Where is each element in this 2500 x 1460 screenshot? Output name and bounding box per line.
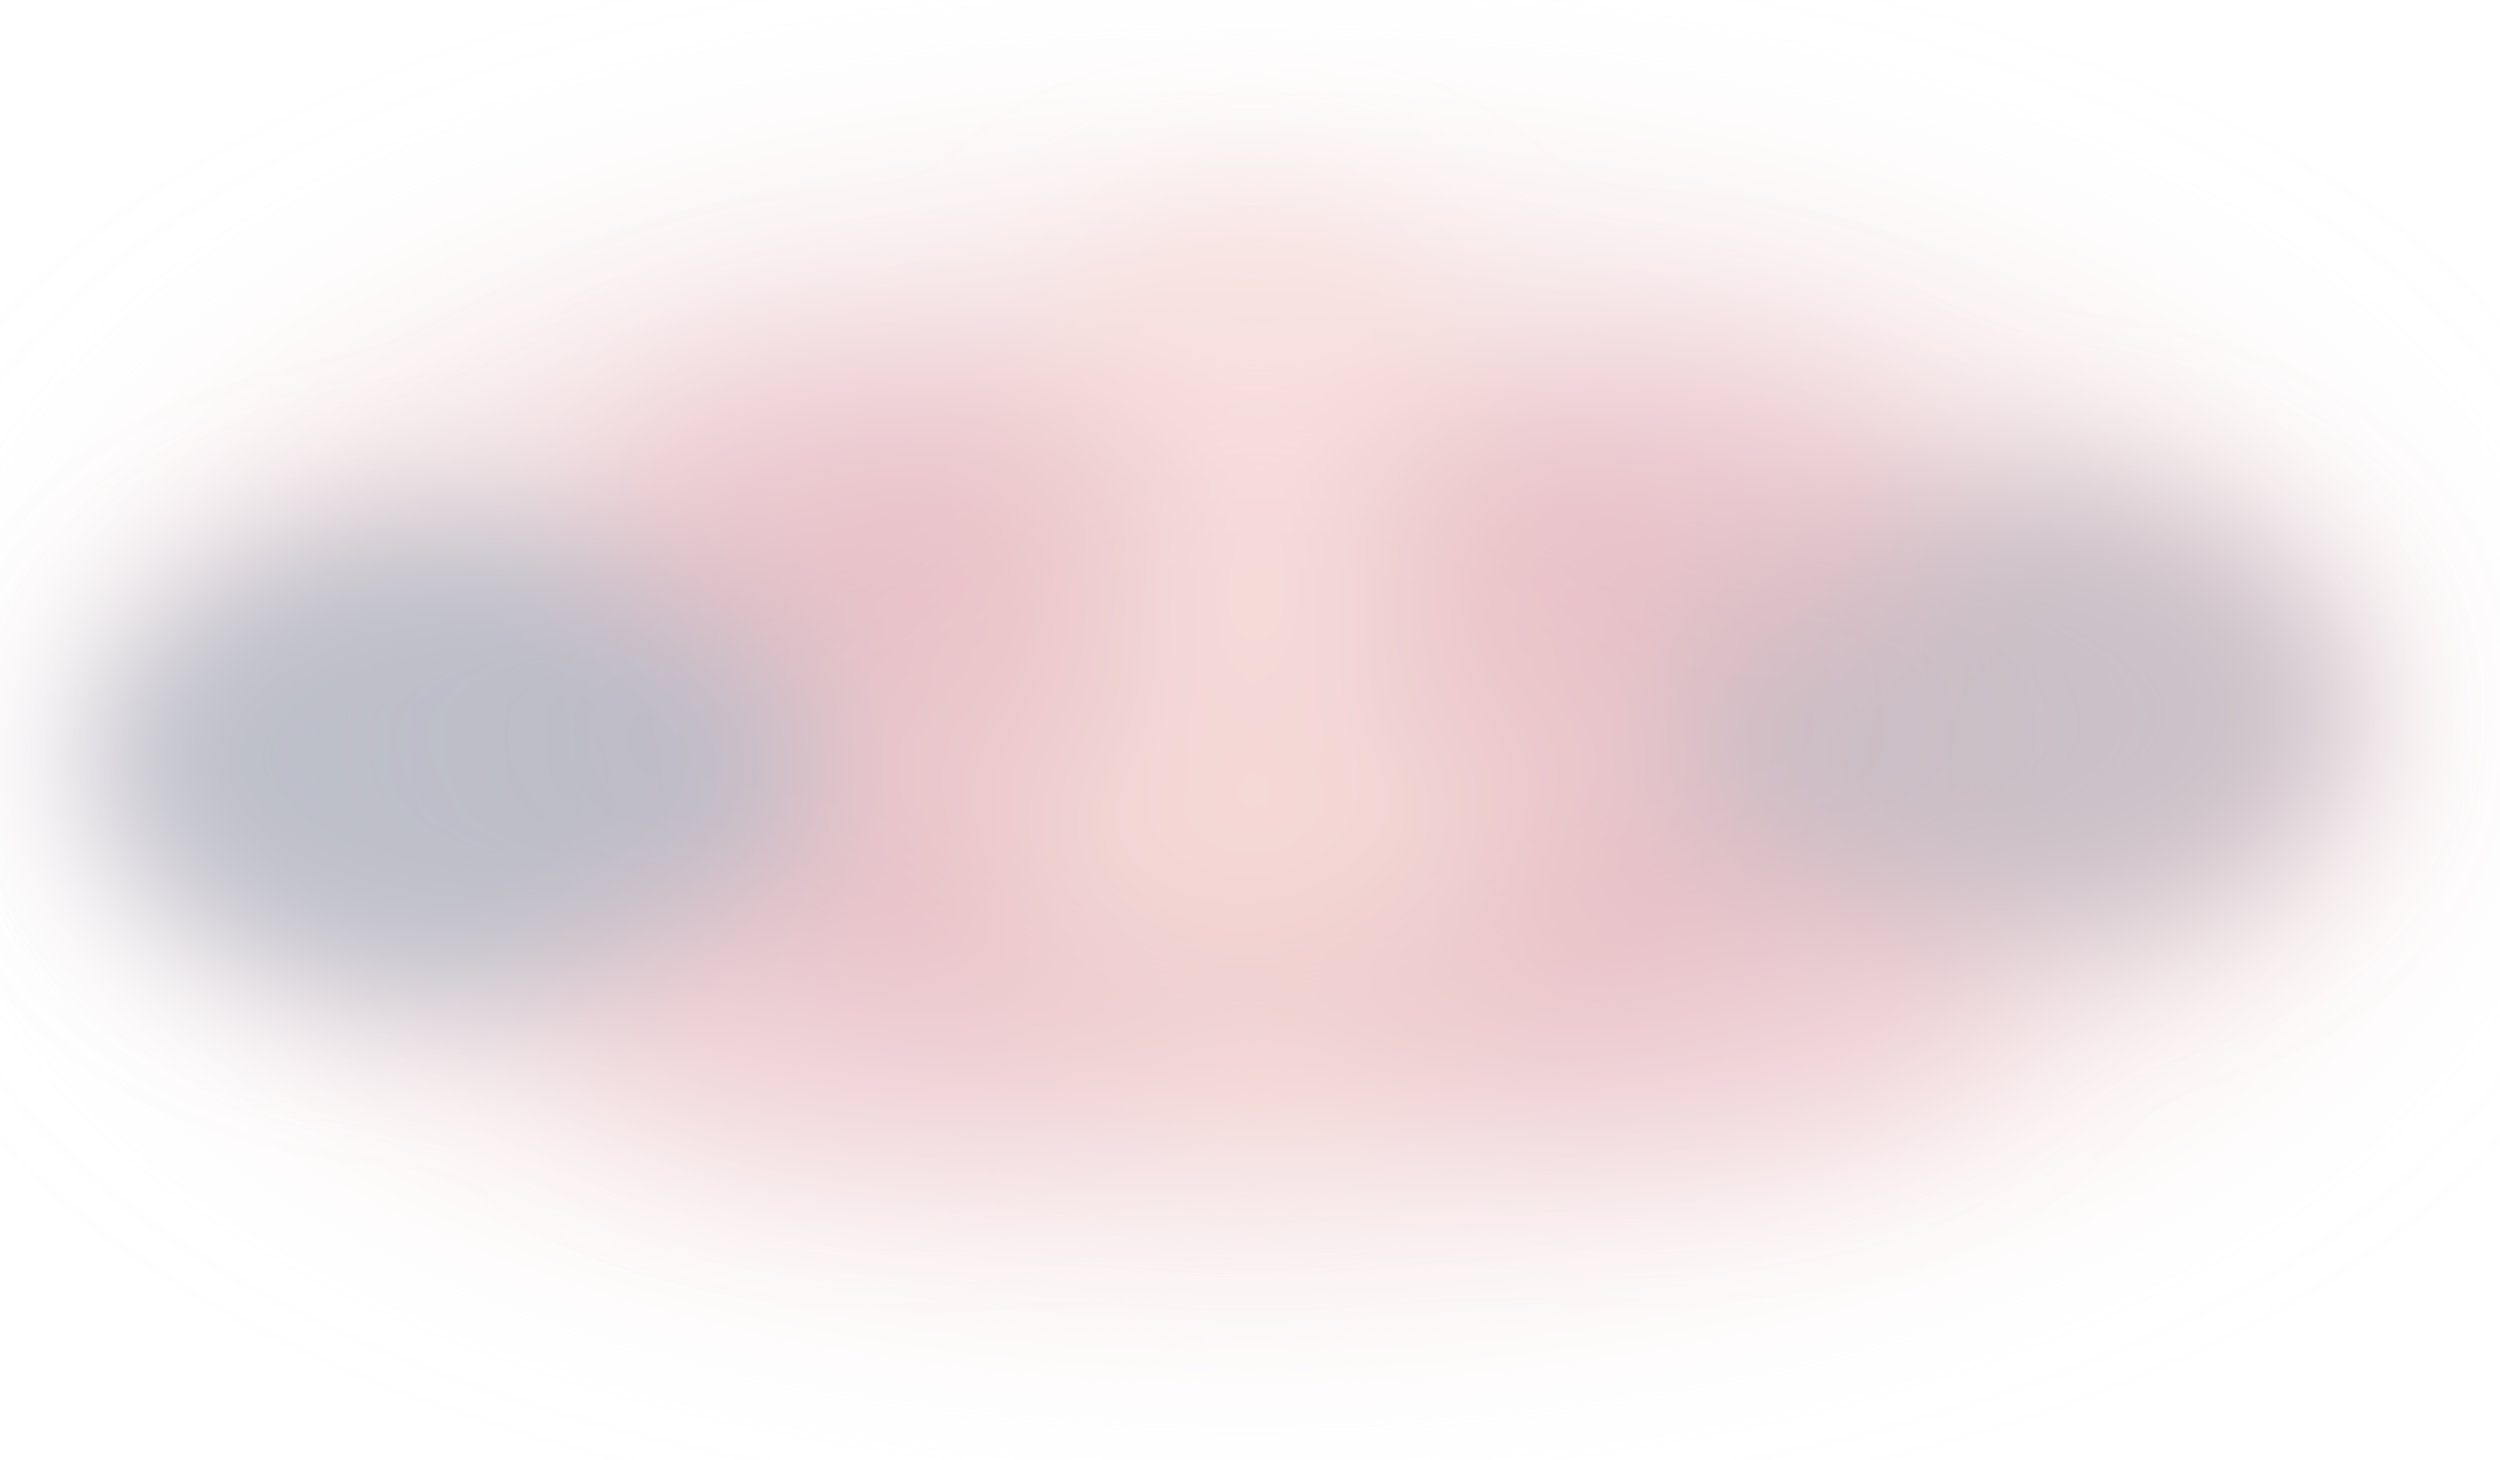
main-blur-shape bbox=[95, 215, 2350, 1165]
